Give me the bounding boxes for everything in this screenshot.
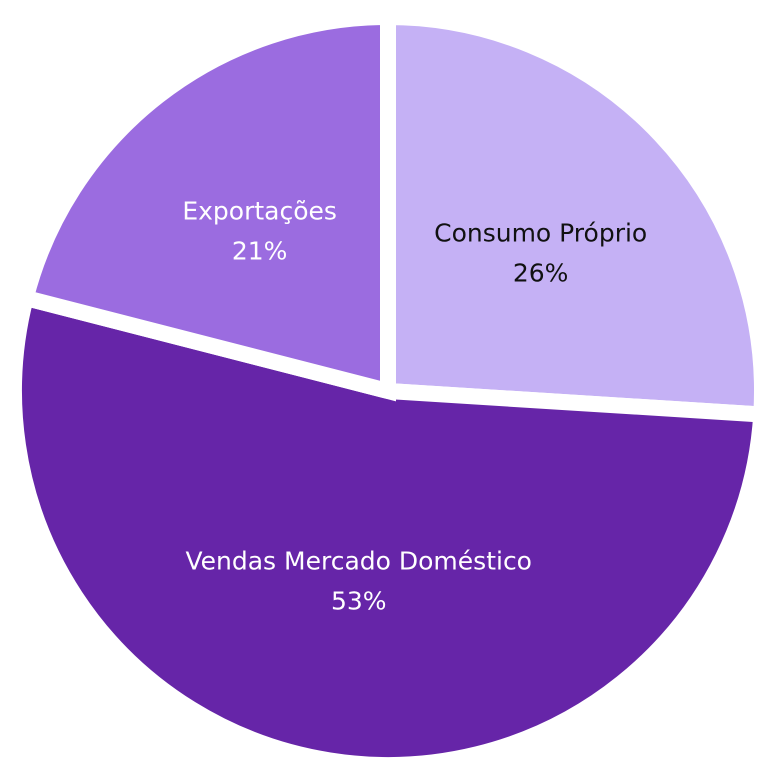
slice-label-2: Vendas Mercado Doméstico 53% [185, 547, 532, 616]
pie-slice-3 [16, 8, 396, 402]
slice-name: Exportações [182, 197, 337, 226]
slice-label-1: Consumo Próprio 26% [434, 219, 647, 288]
pie-slice-2 [6, 288, 770, 773]
pie-slice-1 [380, 8, 770, 423]
slice-label-3: Exportações 21% [182, 197, 337, 266]
slice-percent: 21% [232, 237, 288, 266]
pie-labels: Consumo Próprio 26% Vendas Mercado Domésti… [182, 197, 647, 616]
slice-percent: 53% [331, 587, 387, 616]
pie-slices [6, 8, 770, 773]
slice-name: Consumo Próprio [434, 219, 647, 248]
slice-percent: 26% [513, 259, 569, 288]
slice-name: Vendas Mercado Doméstico [185, 547, 532, 576]
